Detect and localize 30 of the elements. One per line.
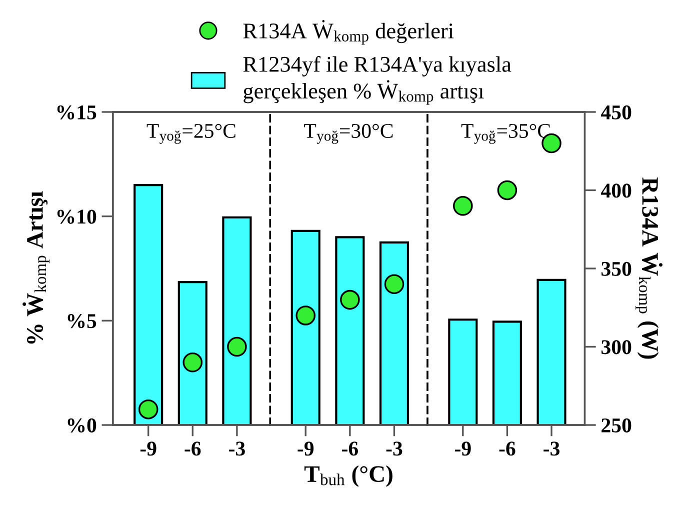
x-tick-label: -3	[386, 442, 402, 456]
x-tick-label: -9	[454, 442, 471, 456]
y-tick-label: %0	[68, 418, 96, 433]
y2-tick-label: 300	[601, 340, 632, 354]
y2-tick-label: 350	[601, 262, 632, 276]
x-tick-label: -6	[184, 442, 201, 456]
y2-tick-label: 250	[602, 418, 632, 432]
x-tick-label: -3	[544, 442, 560, 456]
x-tick-label: -3	[229, 442, 245, 456]
bar	[222, 216, 252, 426]
annotation: T$_{yoğ}$=30°C	[304, 124, 393, 144]
y2-axis-title: R134A Ẇ$_{komp}$ (W)	[636, 178, 663, 359]
x-tick-label: -9	[298, 442, 314, 456]
bar	[134, 184, 164, 426]
point	[497, 180, 518, 200]
legend-label: R1234yf ile R134A'ya kıyasla gerçekleşen % Ẇ$_{komp}$ artışı	[243, 56, 512, 105]
y-tick-label: %15	[57, 105, 96, 120]
bar	[178, 281, 208, 426]
x-tick-label: -6	[342, 442, 358, 456]
y-tick-label: %10	[57, 210, 96, 224]
x-tick-label: -9	[140, 442, 156, 456]
x-axis-title: T$_{buh}$ (°C)	[304, 465, 392, 487]
y2-tick-label: 400	[601, 184, 632, 198]
annotation: T$_{yoğ}$=25°C	[146, 124, 236, 144]
point	[453, 196, 473, 216]
legend-label: R134A Ẇ$_{komp}$ değerleri	[243, 20, 454, 45]
y-tick-label: %5	[68, 314, 96, 328]
y2-tick-label: 450	[601, 105, 632, 120]
x-tick-label: -6	[499, 442, 516, 456]
y-axis-title: % Ẇ$_{komp}$ Artışı	[22, 191, 50, 344]
